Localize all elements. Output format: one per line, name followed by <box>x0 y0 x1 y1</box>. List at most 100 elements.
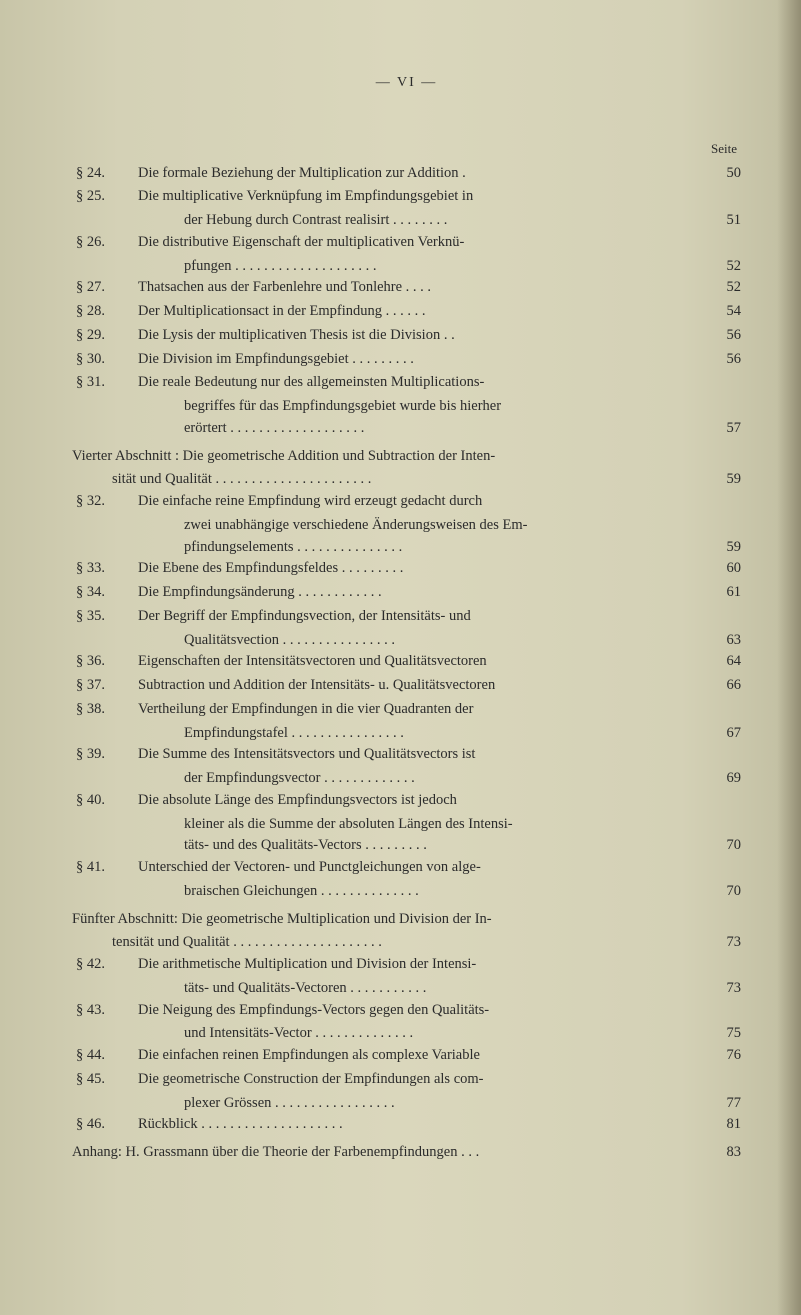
toc-page-number: 59 <box>715 537 741 559</box>
section-number: § 28. <box>72 301 138 323</box>
toc-page-number <box>715 186 741 208</box>
section-number: § 38. <box>72 699 138 721</box>
toc-text: Die absolute Länge des Empfindungsvector… <box>138 790 715 812</box>
binding-shadow <box>777 0 801 1315</box>
toc-text: Die geometrische Construction der Empfin… <box>138 1069 715 1091</box>
section-number: § 36. <box>72 651 138 673</box>
toc-page-number: 50 <box>715 163 741 185</box>
toc-text: Die arithmetische Multiplication und Div… <box>138 954 715 976</box>
toc-page-number <box>715 232 741 254</box>
toc-block-1: § 24.Die formale Beziehung der Multiplic… <box>72 163 741 440</box>
toc-text: Die multiplicative Verknüpfung im Empfin… <box>138 186 715 208</box>
toc-page-number <box>715 954 741 976</box>
section-number: § 34. <box>72 582 138 604</box>
toc-page-number: 66 <box>715 675 741 697</box>
toc-text: Die distributive Eigenschaft der multipl… <box>138 232 715 254</box>
toc-continuation: täts- und des Qualitäts-Vectors . . . . … <box>72 835 741 857</box>
toc-page-number: 52 <box>715 277 741 299</box>
toc-text: kleiner als die Summe der absoluten Läng… <box>184 814 715 836</box>
toc-text: der Hebung durch Contrast realisirt . . … <box>184 210 715 232</box>
toc-text: Die Lysis der multiplicativen Thesis ist… <box>138 325 715 347</box>
toc-entry: § 34.Die Empfindungsänderung . . . . . .… <box>72 582 741 604</box>
section-number: § 35. <box>72 606 138 628</box>
toc-text: täts- und des Qualitäts-Vectors . . . . … <box>184 835 715 857</box>
section-number: § 25. <box>72 186 138 208</box>
toc-text: Die Division im Empfindungsgebiet . . . … <box>138 349 715 371</box>
toc-page-number <box>715 491 741 513</box>
section-number: § 37. <box>72 675 138 697</box>
toc-entry: § 30.Die Division im Empfindungsgebiet .… <box>72 349 741 371</box>
toc-text: Die formale Beziehung der Multiplication… <box>138 163 715 185</box>
toc-continuation: zwei unabhängige verschiedene Änderungsw… <box>72 515 741 537</box>
toc-text: Subtraction und Addition der Intensitäts… <box>138 675 715 697</box>
section-number: § 24. <box>72 163 138 185</box>
section-number: § 43. <box>72 1000 138 1022</box>
toc-page-number: 64 <box>715 651 741 673</box>
toc-text: Der Multiplicationsact in der Empfindung… <box>138 301 715 323</box>
toc-page-number: 70 <box>715 835 741 857</box>
toc-entry: § 32.Die einfache reine Empfindung wird … <box>72 491 741 513</box>
toc-text: zwei unabhängige verschiedene Änderungsw… <box>184 515 715 537</box>
section-number: § 39. <box>72 744 138 766</box>
toc-page-number: 73 <box>715 978 741 1000</box>
toc-page-number <box>715 396 741 418</box>
toc-entry: § 41.Unterschied der Vectoren- und Punct… <box>72 857 741 879</box>
toc-continuation: der Hebung durch Contrast realisirt . . … <box>72 210 741 232</box>
toc-entry: § 35.Der Begriff der Empfindungsvection,… <box>72 606 741 628</box>
toc-page-number <box>715 790 741 812</box>
toc-text: Rückblick . . . . . . . . . . . . . . . … <box>138 1114 715 1136</box>
toc-text: Die einfache reine Empfindung wird erzeu… <box>138 491 715 513</box>
section-number: § 32. <box>72 491 138 513</box>
toc-page-number: 56 <box>715 349 741 371</box>
toc-entry: § 38.Vertheilung der Empfindungen in die… <box>72 699 741 721</box>
toc-page-number <box>715 372 741 394</box>
toc-text: Die Summe des Intensitätsvectors und Qua… <box>138 744 715 766</box>
toc-text: der Empfindungsvector . . . . . . . . . … <box>184 768 715 790</box>
toc-page-number <box>715 606 741 628</box>
section-number: § 31. <box>72 372 138 394</box>
toc-entry: § 39.Die Summe des Intensitätsvectors un… <box>72 744 741 766</box>
toc-page-number: 54 <box>715 301 741 323</box>
toc-entry: § 42.Die arithmetische Multiplication un… <box>72 954 741 976</box>
toc-continuation: plexer Grössen . . . . . . . . . . . . .… <box>72 1093 741 1115</box>
section-fuenfter-line1: Fünfter Abschnitt: Die geometrische Mult… <box>72 909 741 931</box>
toc-page-number <box>715 744 741 766</box>
toc-page-number: 59 <box>715 469 741 491</box>
toc-page-number: 51 <box>715 210 741 232</box>
toc-text: Eigenschaften der Intensitätsvectoren un… <box>138 651 715 673</box>
section-vierter-line2: sität und Qualität . . . . . . . . . . .… <box>72 469 741 491</box>
toc-continuation: und Intensitäts-Vector . . . . . . . . .… <box>72 1023 741 1045</box>
toc-page-number <box>715 699 741 721</box>
toc-page-number <box>715 515 741 537</box>
toc-entry: § 29.Die Lysis der multiplicativen Thesi… <box>72 325 741 347</box>
toc-entry: § 33.Die Ebene des Empfindungsfeldes . .… <box>72 558 741 580</box>
toc-text: erörtert . . . . . . . . . . . . . . . .… <box>184 418 715 440</box>
toc-text: Unterschied der Vectoren- und Punctgleic… <box>138 857 715 879</box>
toc-page-number: 75 <box>715 1023 741 1045</box>
section-number: § 33. <box>72 558 138 580</box>
toc-text: pfungen . . . . . . . . . . . . . . . . … <box>184 256 715 278</box>
toc-continuation: begriffes für das Empfindungsgebiet wurd… <box>72 396 741 418</box>
toc-page-number <box>715 814 741 836</box>
toc-text: pfindungselements . . . . . . . . . . . … <box>184 537 715 559</box>
toc-continuation: erörtert . . . . . . . . . . . . . . . .… <box>72 418 741 440</box>
toc-text: Die einfachen reinen Empfindungen als co… <box>138 1045 715 1067</box>
toc-continuation: täts- und Qualitäts-Vectoren . . . . . .… <box>72 978 741 1000</box>
section-number: § 27. <box>72 277 138 299</box>
toc-page-number: 67 <box>715 723 741 745</box>
section-number: § 42. <box>72 954 138 976</box>
toc-page-number <box>715 1069 741 1091</box>
toc-entry: § 45.Die geometrische Construction der E… <box>72 1069 741 1091</box>
toc-page-number: 76 <box>715 1045 741 1067</box>
toc-text: sität und Qualität . . . . . . . . . . .… <box>112 469 715 491</box>
page-roman-numeral: — VI — <box>72 72 741 93</box>
toc-text: Fünfter Abschnitt: Die geometrische Mult… <box>72 909 741 931</box>
toc-page-number: 57 <box>715 418 741 440</box>
toc-entry: § 24.Die formale Beziehung der Multiplic… <box>72 163 741 185</box>
toc-block-vierter: § 32.Die einfache reine Empfindung wird … <box>72 491 741 903</box>
toc-block-fuenfter: § 42.Die arithmetische Multiplication un… <box>72 954 741 1136</box>
toc-text: Vertheilung der Empfindungen in die vier… <box>138 699 715 721</box>
toc-page-number: 63 <box>715 630 741 652</box>
toc-text: Die Neigung des Empfindungs-Vectors gege… <box>138 1000 715 1022</box>
toc-text: Thatsachen aus der Farbenlehre und Tonle… <box>138 277 715 299</box>
